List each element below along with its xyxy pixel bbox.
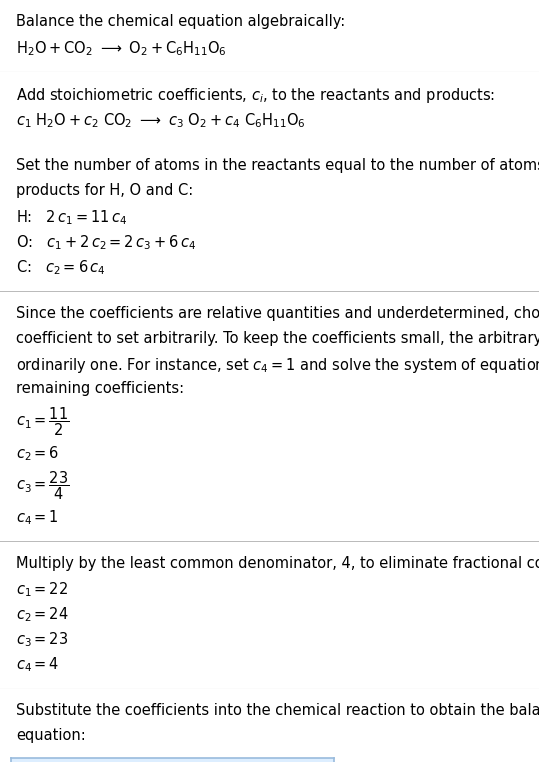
Text: O:   $c_1 + 2\,c_2 = 2\,c_3 + 6\,c_4$: O: $c_1 + 2\,c_2 = 2\,c_3 + 6\,c_4$ <box>16 233 196 252</box>
Text: coefficient to set arbitrarily. To keep the coefficients small, the arbitrary va: coefficient to set arbitrarily. To keep … <box>16 331 539 345</box>
Text: Set the number of atoms in the reactants equal to the number of atoms in the: Set the number of atoms in the reactants… <box>16 158 539 173</box>
Text: $c_1\ \mathsf{H_2O} + c_2\ \mathsf{CO_2} \ \longrightarrow \ c_3\ \mathsf{O_2} +: $c_1\ \mathsf{H_2O} + c_2\ \mathsf{CO_2}… <box>16 111 306 130</box>
Text: $c_4 = 4$: $c_4 = 4$ <box>16 655 59 674</box>
Text: $\mathsf{H_2O + CO_2 \ \longrightarrow \ O_2 + C_6H_{11}O_6}$: $\mathsf{H_2O + CO_2 \ \longrightarrow \… <box>16 39 227 58</box>
Text: H:   $2\,c_1 = 11\,c_4$: H: $2\,c_1 = 11\,c_4$ <box>16 208 128 227</box>
Text: Balance the chemical equation algebraically:: Balance the chemical equation algebraica… <box>16 14 345 29</box>
Text: C:   $c_2 = 6\,c_4$: C: $c_2 = 6\,c_4$ <box>16 258 106 277</box>
Text: Add stoichiometric coefficients, $c_i$, to the reactants and products:: Add stoichiometric coefficients, $c_i$, … <box>16 86 495 105</box>
Text: equation:: equation: <box>16 728 86 743</box>
Text: $c_1 = \dfrac{11}{2}$: $c_1 = \dfrac{11}{2}$ <box>16 405 70 438</box>
Text: remaining coefficients:: remaining coefficients: <box>16 380 184 395</box>
Text: $c_2 = 6$: $c_2 = 6$ <box>16 444 59 463</box>
Text: products for H, O and C:: products for H, O and C: <box>16 184 194 198</box>
Text: Substitute the coefficients into the chemical reaction to obtain the balanced: Substitute the coefficients into the che… <box>16 703 539 718</box>
Text: Since the coefficients are relative quantities and underdetermined, choose a: Since the coefficients are relative quan… <box>16 306 539 321</box>
Text: $c_2 = 24$: $c_2 = 24$ <box>16 606 69 624</box>
Text: $c_4 = 1$: $c_4 = 1$ <box>16 508 59 527</box>
Text: $c_3 = \dfrac{23}{4}$: $c_3 = \dfrac{23}{4}$ <box>16 469 70 502</box>
Text: Multiply by the least common denominator, 4, to eliminate fractional coefficient: Multiply by the least common denominator… <box>16 555 539 571</box>
Text: $c_1 = 22$: $c_1 = 22$ <box>16 581 68 599</box>
Text: ordinarily one. For instance, set $c_4 = 1$ and solve the system of equations fo: ordinarily one. For instance, set $c_4 =… <box>16 356 539 375</box>
Text: $c_3 = 23$: $c_3 = 23$ <box>16 631 68 649</box>
